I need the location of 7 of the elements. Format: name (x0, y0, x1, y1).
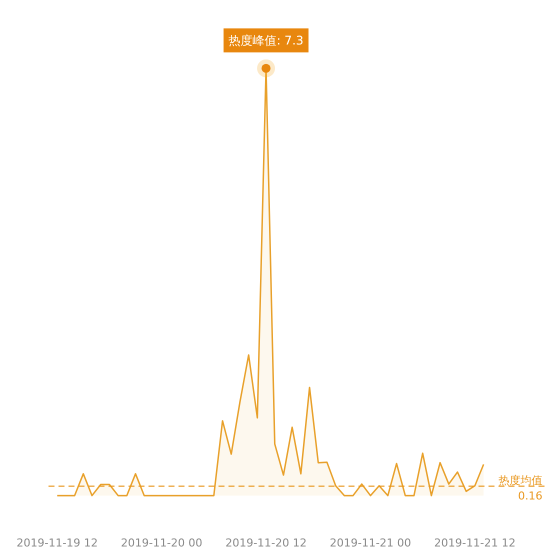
x-tick-label: 2019-11-19 12 (16, 536, 98, 550)
x-tick-label: 2019-11-21 00 (330, 536, 412, 550)
x-tick-label: 2019-11-21 12 (434, 536, 516, 550)
annotation: 热度峰值: 7.3 (228, 33, 304, 48)
x-tick-label: 2019-11-20 12 (225, 536, 307, 550)
ref-line-label: 热度均值 0.16 (498, 474, 543, 502)
x-tick-label: 2019-11-20 00 (120, 536, 202, 550)
